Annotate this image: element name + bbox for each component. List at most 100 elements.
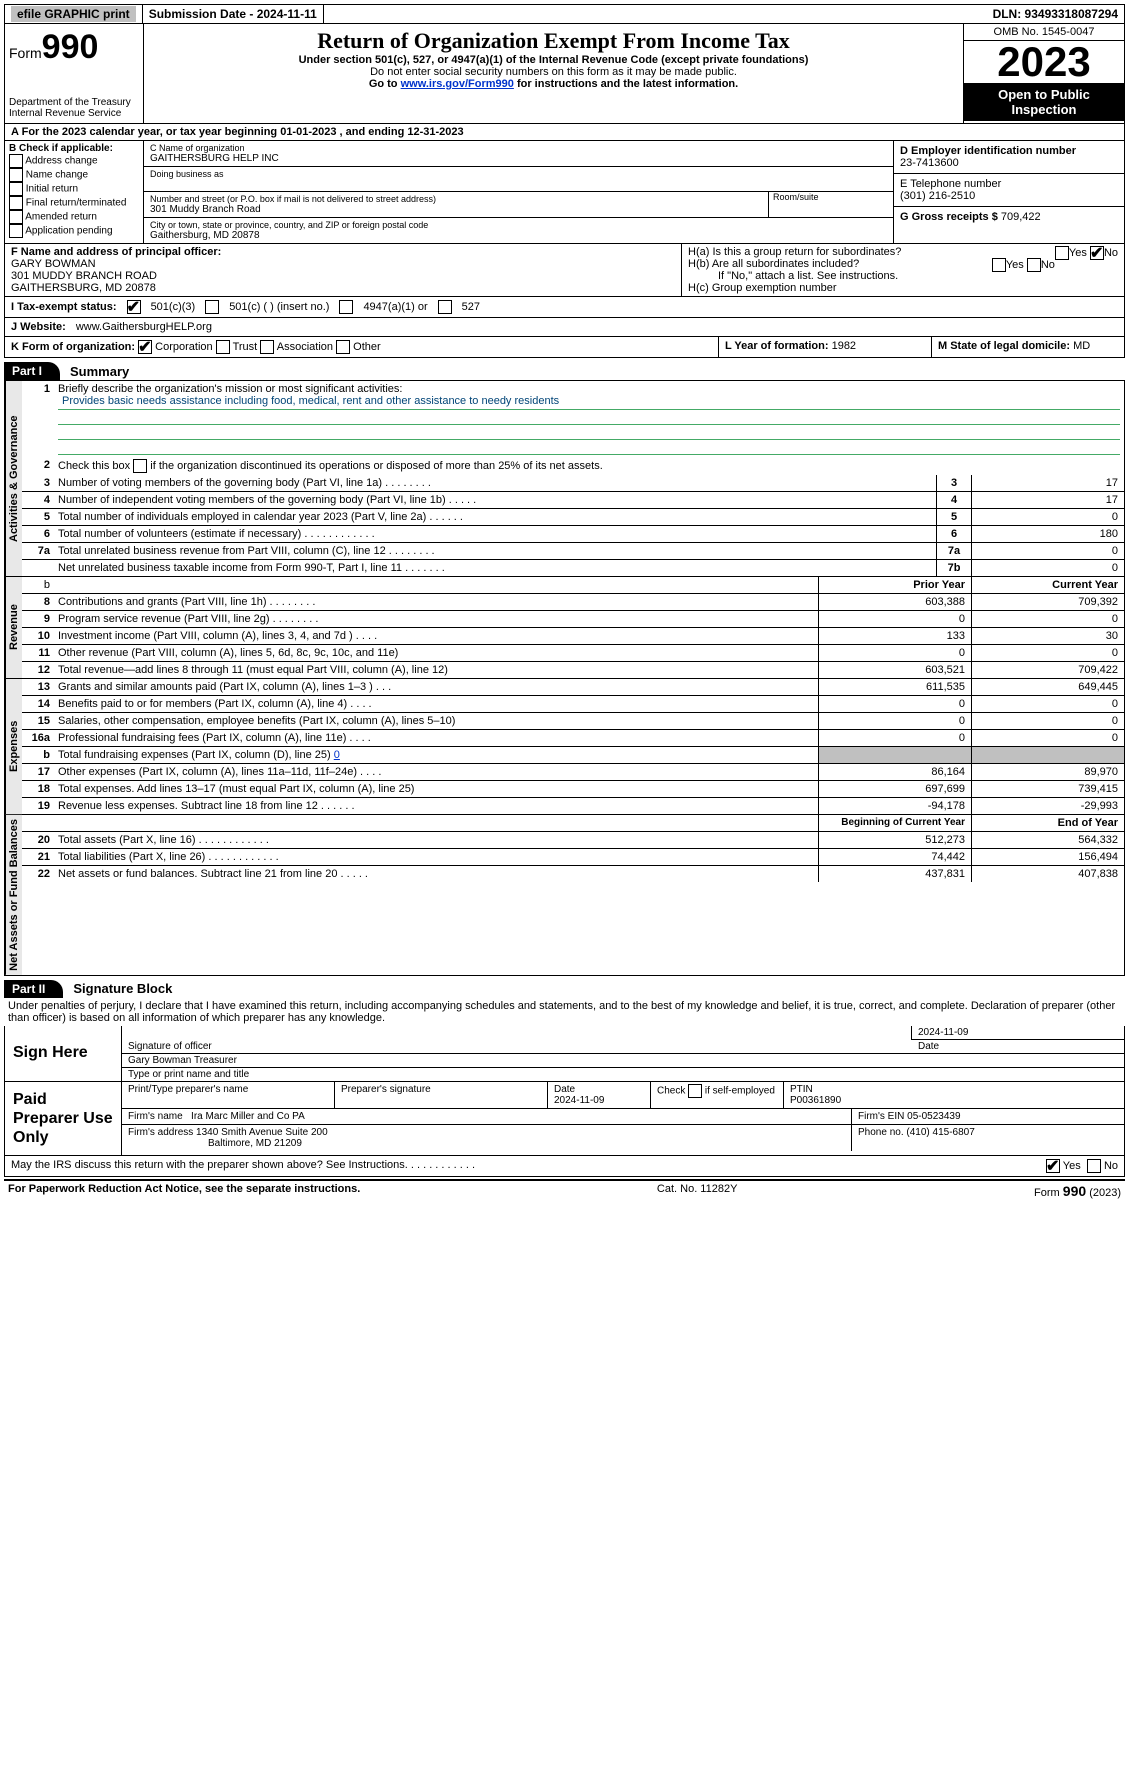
beg-22: 437,831: [818, 866, 971, 882]
beg-21: 74,442: [818, 849, 971, 865]
prior-10: 133: [818, 628, 971, 644]
officer-name: GARY BOWMAN: [11, 258, 675, 270]
val-3: 17: [971, 475, 1124, 491]
val-4: 17: [971, 492, 1124, 508]
val-6: 180: [971, 526, 1124, 542]
irs-link[interactable]: www.irs.gov/Form990: [401, 78, 514, 90]
ein: 23-7413600: [900, 157, 1118, 169]
tax-year: 2023: [964, 41, 1124, 83]
curr-19: -29,993: [971, 798, 1124, 814]
checkbox-application-pending[interactable]: [9, 224, 23, 238]
checkbox-assoc[interactable]: [260, 340, 274, 354]
val-7a: 0: [971, 543, 1124, 559]
form-title: Return of Organization Exempt From Incom…: [148, 28, 959, 54]
row-j-website: J Website: www.GaithersburgHELP.org: [4, 318, 1125, 337]
checkbox-trust[interactable]: [216, 340, 230, 354]
end-22: 407,838: [971, 866, 1124, 882]
curr-15: 0: [971, 713, 1124, 729]
curr-9: 0: [971, 611, 1124, 627]
website: www.GaithersburgHELP.org: [76, 321, 212, 333]
side-netassets: Net Assets or Fund Balances: [5, 815, 22, 975]
val-5: 0: [971, 509, 1124, 525]
dept-treasury: Department of the Treasury Internal Reve…: [9, 97, 139, 119]
top-bar: efile GRAPHIC print Submission Date - 20…: [4, 4, 1125, 24]
officer-signed-name: Gary Bowman Treasurer: [122, 1054, 1124, 1068]
curr-13: 649,445: [971, 679, 1124, 695]
officer-addr1: 301 MUDDY BRANCH ROAD: [11, 270, 675, 282]
firm-phone: (410) 415-6807: [906, 1127, 974, 1138]
checkbox-initial-return[interactable]: [9, 182, 23, 196]
fundraising-link[interactable]: 0: [334, 749, 340, 761]
prior-15: 0: [818, 713, 971, 729]
state-domicile: MD: [1073, 340, 1090, 352]
curr-11: 0: [971, 645, 1124, 661]
prior-13: 611,535: [818, 679, 971, 695]
checkbox-address-change[interactable]: [9, 154, 23, 168]
row-i-tax-status: I Tax-exempt status: 501(c)(3) 501(c) ( …: [4, 297, 1125, 318]
hc-label: H(c) Group exemption number: [688, 282, 1118, 294]
prior-14: 0: [818, 696, 971, 712]
checkbox-name-change[interactable]: [9, 168, 23, 182]
perjury-text: Under penalties of perjury, I declare th…: [4, 998, 1125, 1026]
telephone: (301) 216-2510: [900, 190, 1118, 202]
open-inspection: Open to Public Inspection: [964, 83, 1124, 121]
paid-preparer-label: Paid Preparer Use Only: [5, 1082, 122, 1156]
checkbox-irs-no[interactable]: [1087, 1159, 1101, 1173]
may-irs-text: May the IRS discuss this return with the…: [11, 1159, 475, 1173]
curr-17: 89,970: [971, 764, 1124, 780]
row-klm: K Form of organization: Corporation Trus…: [4, 337, 1125, 358]
subtitle-1: Under section 501(c), 527, or 4947(a)(1)…: [148, 54, 959, 66]
identity-block: B Check if applicable: Address change Na…: [4, 141, 1125, 243]
ptin: P00361890: [790, 1095, 841, 1106]
curr-14: 0: [971, 696, 1124, 712]
checkbox-other[interactable]: [336, 340, 350, 354]
sig-date-top: 2024-11-09: [911, 1026, 1124, 1040]
prior-12: 603,521: [818, 662, 971, 678]
firm-name: Ira Marc Miller and Co PA: [191, 1111, 305, 1122]
prior-19: -94,178: [818, 798, 971, 814]
signature-block: Sign Here 2024-11-09 Signature of office…: [4, 1026, 1125, 1178]
checkbox-501c[interactable]: [205, 300, 219, 314]
checkbox-501c3[interactable]: [127, 300, 141, 314]
efile-button[interactable]: efile GRAPHIC print: [5, 5, 143, 23]
dln: DLN: 93493318087294: [987, 5, 1124, 23]
checkbox-4947[interactable]: [339, 300, 353, 314]
curr-12: 709,422: [971, 662, 1124, 678]
side-activities: Activities & Governance: [5, 381, 22, 576]
checkbox-corp[interactable]: [138, 340, 152, 354]
col-b-checkboxes: B Check if applicable: Address change Na…: [5, 141, 144, 243]
firm-ein: 05-0523439: [907, 1111, 960, 1122]
checkbox-527[interactable]: [438, 300, 452, 314]
mission-text: Provides basic needs assistance includin…: [58, 395, 1120, 410]
end-21: 156,494: [971, 849, 1124, 865]
curr-16a: 0: [971, 730, 1124, 746]
officer-addr2: GAITHERSBURG, MD 20878: [11, 282, 675, 294]
checkbox-self-employed[interactable]: [688, 1084, 702, 1098]
part1-header: Part I Summary: [4, 362, 1125, 380]
prior-11: 0: [818, 645, 971, 661]
checkbox-ha-yes[interactable]: [1055, 246, 1069, 260]
checkbox-hb-no[interactable]: [1027, 258, 1041, 272]
end-20: 564,332: [971, 832, 1124, 848]
curr-18: 739,415: [971, 781, 1124, 797]
footer: For Paperwork Reduction Act Notice, see …: [4, 1179, 1125, 1201]
curr-8: 709,392: [971, 594, 1124, 610]
val-7b: 0: [971, 560, 1124, 576]
checkbox-final-return[interactable]: [9, 196, 23, 210]
officer-block: F Name and address of principal officer:…: [4, 243, 1125, 297]
checkbox-irs-yes[interactable]: [1046, 1159, 1060, 1173]
part2-header: Part II Signature Block: [4, 980, 1125, 998]
row-a-tax-year: A For the 2023 calendar year, or tax yea…: [4, 124, 1125, 141]
prior-8: 603,388: [818, 594, 971, 610]
org-street: 301 Muddy Branch Road: [150, 204, 762, 215]
year-formation: 1982: [832, 340, 856, 352]
form-header: Form990 Department of the Treasury Inter…: [4, 24, 1125, 124]
side-revenue: Revenue: [5, 577, 22, 678]
prep-date: 2024-11-09: [554, 1095, 604, 1106]
checkbox-ha-no[interactable]: [1090, 246, 1104, 260]
checkbox-amended-return[interactable]: [9, 210, 23, 224]
side-expenses: Expenses: [5, 679, 22, 814]
checkbox-hb-yes[interactable]: [992, 258, 1006, 272]
firm-addr2: Baltimore, MD 21209: [128, 1138, 302, 1149]
checkbox-discontinued[interactable]: [133, 459, 147, 473]
